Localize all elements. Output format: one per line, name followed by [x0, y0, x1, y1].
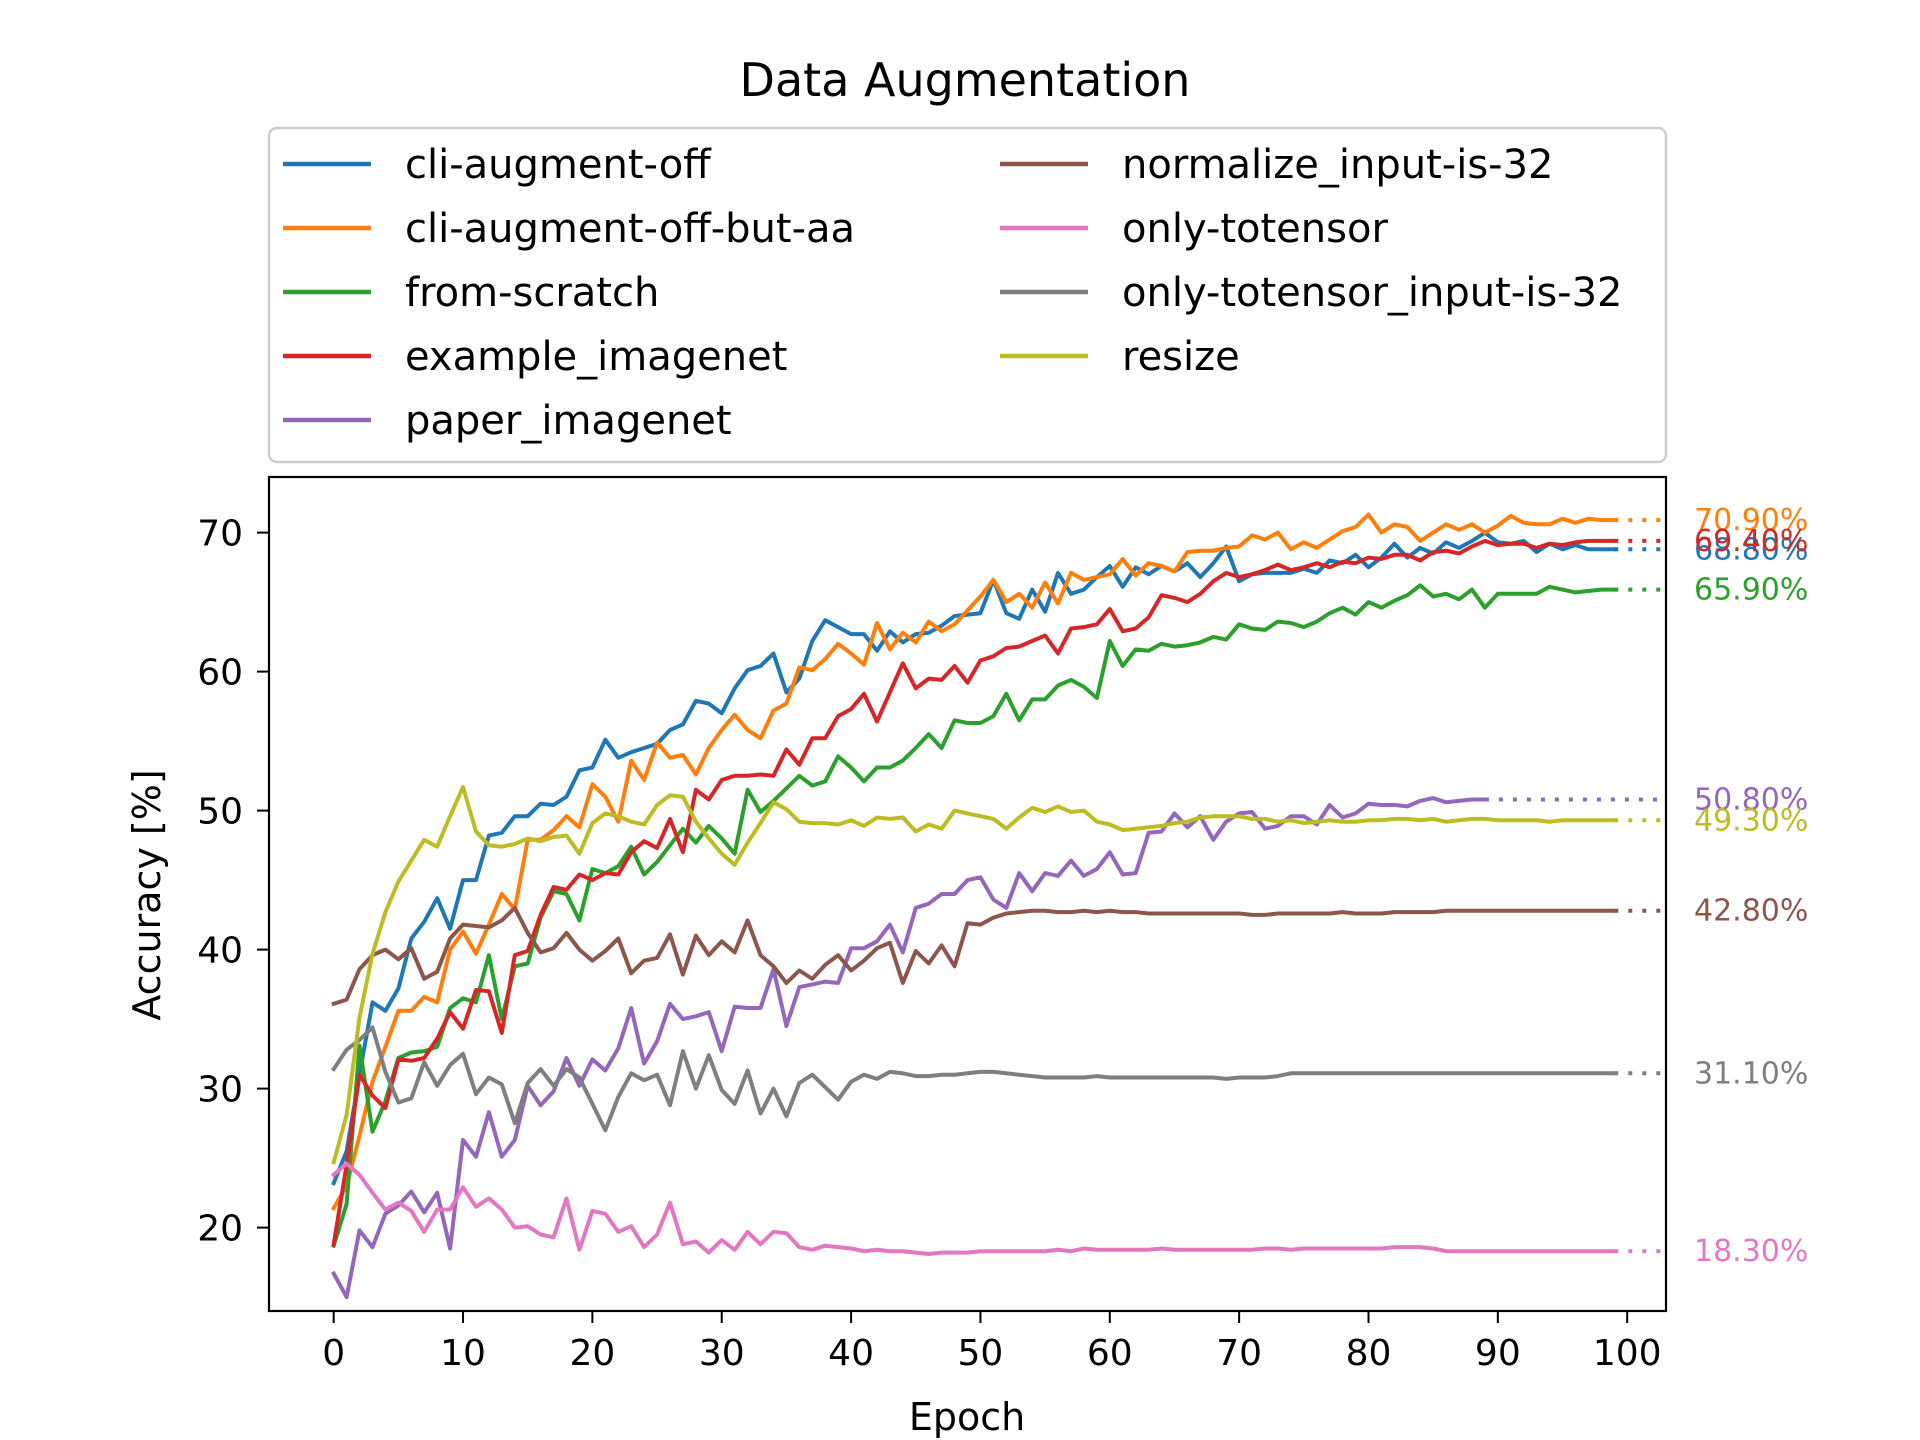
series-line-resize	[331, 785, 1617, 1165]
legend-label-resize: resize	[1122, 334, 1240, 380]
chart-title: Data Augmentation	[740, 53, 1191, 107]
x-tick-label: 20	[569, 1333, 615, 1374]
final-label-cli-augment-off-but-aa: 70.90%	[1694, 503, 1808, 538]
x-tick-label: 60	[1087, 1333, 1133, 1374]
legend-label-only-totensor: only-totensor	[1122, 206, 1388, 252]
x-axis-label: Epoch	[909, 1395, 1025, 1439]
final-label-only-totensor-input-is-32: 31.10%	[1694, 1056, 1808, 1091]
x-tick-label: 40	[828, 1333, 874, 1374]
x-tick-label: 80	[1346, 1333, 1392, 1374]
x-tick-label: 30	[699, 1333, 745, 1374]
y-tick-label: 50	[197, 792, 243, 833]
y-tick-label: 70	[197, 514, 243, 555]
plot-frame	[267, 475, 1668, 1313]
x-tick-label: 50	[958, 1333, 1004, 1374]
x-tick-label: 70	[1216, 1333, 1262, 1374]
series-line-cli-augment-off-but-aa	[330, 512, 1617, 1211]
final-label-only-totensor: 18.30%	[1694, 1234, 1808, 1269]
y-tick-label: 60	[197, 653, 243, 694]
final-label-from-scratch: 65.90%	[1694, 573, 1808, 608]
final-label-resize: 49.30%	[1694, 803, 1808, 838]
series-layer	[330, 512, 1666, 1300]
legend-label-normalize-input-is-32: normalize_input-is-32	[1122, 142, 1553, 188]
series-line-cli-augment-off	[331, 530, 1617, 1186]
x-tick-label: 10	[440, 1333, 486, 1374]
legend-label-example-imagenet: example_imagenet	[405, 334, 787, 380]
final-label-example-imagenet: 69.40%	[1694, 524, 1808, 559]
series-line-paper-imagenet	[330, 796, 1487, 1300]
series-line-normalize-input-is-32	[331, 905, 1617, 1007]
series-line-only-totensor	[330, 1161, 1617, 1256]
final-label-cli-augment-off: 68.80%	[1694, 532, 1808, 567]
series-line-only-totensor-input-is-32	[330, 1025, 1617, 1133]
legend-label-from-scratch: from-scratch	[405, 270, 659, 316]
legend-box	[267, 126, 1668, 464]
series-line-from-scratch	[331, 583, 1617, 1249]
y-axis-ticks: 20 30 40 50 60 70	[197, 514, 269, 1250]
x-tick-label: 100	[1593, 1333, 1662, 1374]
legend-label-cli-augment-off: cli-augment-off	[405, 142, 712, 188]
legend-label-cli-augment-off-but-aa: cli-augment-off-but-aa	[405, 206, 855, 252]
x-tick-label: 0	[322, 1333, 345, 1374]
y-tick-label: 30	[197, 1070, 243, 1111]
y-tick-label: 20	[197, 1209, 243, 1250]
plot-area: 0 10 20 30 40 50 60 70 80 90 100 20 30 40 50 60 70 68.8…	[197, 475, 1808, 1374]
legend-label-only-totensor-input-is-32: only-totensor_input-is-32	[1122, 270, 1623, 316]
x-axis-ticks: 0 10 20 30 40 50 60 70 80 90 100	[322, 1311, 1662, 1374]
y-tick-label: 40	[197, 931, 243, 972]
final-label-normalize-input-is-32: 42.80%	[1694, 894, 1808, 929]
final-value-labels: 68.80%70.90% 65.90% 69.40% 50.80% 42.80% 18.3…	[1694, 503, 1808, 1269]
series-line-example-imagenet	[331, 538, 1617, 1247]
x-tick-label: 90	[1475, 1333, 1521, 1374]
final-label-paper-imagenet: 50.80%	[1694, 782, 1808, 817]
y-axis-label: Accuracy [%]	[125, 769, 169, 1020]
legend: cli-augment-off cli-augment-off-but-aa fro…	[267, 126, 1668, 464]
legend-label-paper-imagenet: paper_imagenet	[405, 398, 732, 444]
